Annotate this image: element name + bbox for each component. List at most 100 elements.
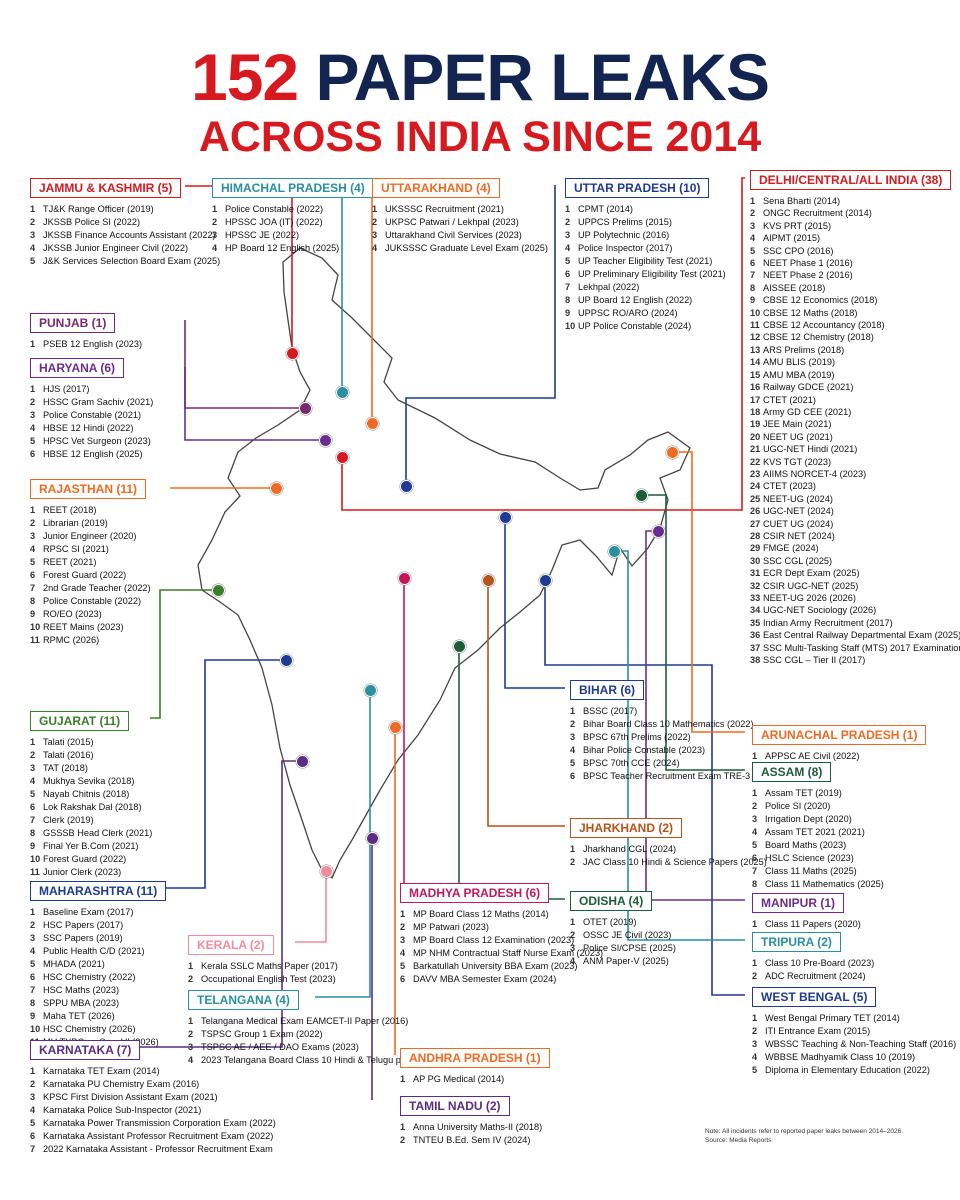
footer-source: Source: Media Reports [705,1137,772,1144]
leak-item-text: JAC Class 10 Hindi & Science Papers (202… [583,857,767,867]
leak-item-number: 5 [750,245,756,256]
leak-item-text: AMU MBA (2019) [763,369,835,380]
leak-item-number: 4 [570,745,576,755]
leak-item: 16 Railway GDCE (2021) [750,381,955,393]
leak-item-text: HBSE 12 English (2025) [43,449,143,459]
state-block-west-bengal: WEST BENGAL (5) 1 West Bengal Primary TET … [752,987,956,1077]
leak-item: 2 Talati (2016) [30,749,200,762]
leak-item-number: 20 [750,431,761,442]
leak-item-text: Bihar Police Constable (2023) [583,745,706,755]
state-block-himachal-pradesh: HIMACHAL PRADESH (4) 1 Police Constable (2… [212,178,374,255]
state-block-tripura: TRIPURA (2) 1 Class 10 Pre-Board (2023) 2 AD… [752,932,952,983]
leak-item: 3 Uttarakhand Civil Services (2023) [372,229,552,242]
state-block-andhra-pradesh: ANDHRA PRADESH (1) 1 AP PG Medical (2014) [400,1048,570,1086]
leak-item-number: 11 [30,635,40,645]
leak-item: 6 BPSC Teacher Recruitment Exam TRE-3 (20… [570,770,779,783]
leak-item-text: UGC-NET (2024) [763,506,834,517]
leak-item-text: Forest Guard (2022) [43,570,127,580]
leak-item-number: 6 [30,449,36,459]
leak-item-number: 2 [752,1026,758,1036]
leak-item-text: MP Board Class 12 Examination (2023) [413,935,575,945]
leak-item-number: 4 [188,1055,194,1065]
leak-item-text: ARS Prelims (2018) [763,344,845,355]
state-header: HIMACHAL PRADESH (4) [212,178,374,198]
leak-item-number: 1 [30,505,36,515]
leak-item: 17 CTET (2021) [750,394,955,406]
leak-item: 4 Mukhya Sevika (2018) [30,775,200,788]
state-header: HARYANA (6) [30,358,125,378]
leak-list: 1 Class 10 Pre-Board (2023) 2 ADC Recruitme… [752,957,952,983]
leak-item: 31 ECR Dept Exam (2025) [750,567,955,579]
leak-item-text: JUKSSSC Graduate Level Exam (2025) [385,243,548,253]
leak-item: 13 ARS Prelims (2018) [750,344,955,356]
state-block-bihar: BIHAR (6) 1 BSSC (2017) 2 Bihar Board Class … [570,680,779,783]
leak-item-number: 5 [752,1065,758,1075]
state-block-jharkhand: JHARKHAND (2) 1 Jharkhand CGL (2024) 2 JAC C… [570,818,767,869]
leak-item-text: BPSC Teacher Recruitment Exam TRE-3 (202… [583,771,780,781]
leak-item: 4 Karnataka Police Sub-Inspector (2021) [30,1104,300,1117]
leak-item-number: 4 [212,243,218,253]
leak-item-text: Police Constable (2021) [43,410,142,420]
leak-item-text: OSSC JE Civil (2023) [583,930,672,940]
leak-item-number: 18 [750,406,761,417]
headline-number: 152 [191,40,299,114]
leak-item: 1 Kerala SSLC Maths Paper (2017) [188,960,358,973]
leak-item-text: Librarian (2019) [43,518,108,528]
leak-item-text: REET Mains (2023) [43,622,124,632]
leak-item-number: 34 [750,605,761,616]
leak-item: 27 CUET UG (2024) [750,518,955,530]
leak-item: 8 SPPU MBA (2023) [30,997,200,1010]
footer-note-text: Note: All incidents refer to reported pa… [705,1128,904,1135]
leak-item-text: Railway GDCE (2021) [763,382,854,393]
state-block-madhya-pradesh: MADHYA PRADESH (6) 1 MP Board Class 12 Mat… [400,883,603,986]
leak-item: 5 UP Teacher Eligibility Test (2021) [565,255,745,268]
leak-item-text: ANM Paper-V (2025) [583,956,669,966]
leak-item-text: CUET UG (2024) [763,518,834,529]
leak-item-number: 4 [372,243,378,253]
leak-item: 1 OTET (2019) [570,916,730,929]
leak-item: 4 Public Health C/D (2021) [30,945,200,958]
leak-item: 1 CPMT (2014) [565,203,745,216]
leak-item-text: Lok Rakshak Dal (2018) [43,802,142,812]
leak-item-text: Indian Army Recruitment (2017) [763,617,893,628]
leak-item: 18 Army GD CEE (2021) [750,406,955,418]
leak-item-number: 6 [30,1131,36,1141]
leak-item-number: 16 [750,382,761,393]
state-header: UTTAR PRADESH (10) [565,178,710,198]
leak-list: 1 BSSC (2017) 2 Bihar Board Class 10 Mathem… [570,705,779,783]
leak-item: 2 Police SI (2020) [752,800,952,813]
leak-item-text: KPSC First Division Assistant Exam (2021… [43,1092,218,1102]
leak-item: 10 HSC Chemistry (2026) [30,1023,200,1036]
leak-item-number: 30 [750,555,761,566]
leak-item: 1 REET (2018) [30,504,200,517]
leak-item: 10 UP Police Constable (2024) [565,320,745,333]
state-header: BIHAR (6) [570,680,644,700]
leak-item-number: 11 [30,867,40,877]
leak-item-text: HSLC Science (2023) [765,853,854,863]
leak-item: 38 SSC CGL – Tier II (2017) [750,654,955,666]
leak-item-number: 4 [752,827,758,837]
leak-item-text: Barkatullah University BBA Exam (2023) [413,961,578,971]
leak-item: 5 J&K Services Selection Board Exam (2025… [30,255,220,268]
leak-item-number: 6 [565,269,571,279]
map-pin-himachal [335,385,349,399]
map-pin-arunachal [665,445,679,459]
leak-item-text: TNTEU B.Ed. Sem IV (2024) [413,1135,531,1145]
leak-item: 26 UGC-NET (2024) [750,505,955,517]
leak-list: 1 Anna University Maths-II (2018) 2 TNTEU B… [400,1121,575,1147]
leak-item-text: MP NHM Contractual Staff Nurse Exam (202… [413,948,604,958]
leak-item: 5 MHADA (2021) [30,958,200,971]
leak-item: 1 HJS (2017) [30,383,200,396]
state-block-manipur: MANIPUR (1) 1 Class 11 Papers (2020) [752,893,952,931]
leak-item: 4 HBSE 12 Hindi (2022) [30,422,200,435]
leak-item: 9 UPPSC RO/ARO (2024) [565,307,745,320]
leak-item-text: JKSSB Finance Accounts Assistant (2022) [43,230,216,240]
leak-item-text: MP Patwari (2023) [413,922,489,932]
leak-item: 1 PSEB 12 English (2023) [30,338,200,351]
leak-item-text: JKSSB Junior Engineer Civil (2022) [43,243,189,253]
leak-item-number: 5 [400,961,406,971]
state-header: ARUNACHAL PRADESH (1) [752,725,927,745]
leak-item-number: 4 [570,956,576,966]
leak-item-text: Final Yer B.Com (2021) [43,841,139,851]
leak-item-text: Bihar Board Class 10 Mathematics (2022) [583,719,754,729]
